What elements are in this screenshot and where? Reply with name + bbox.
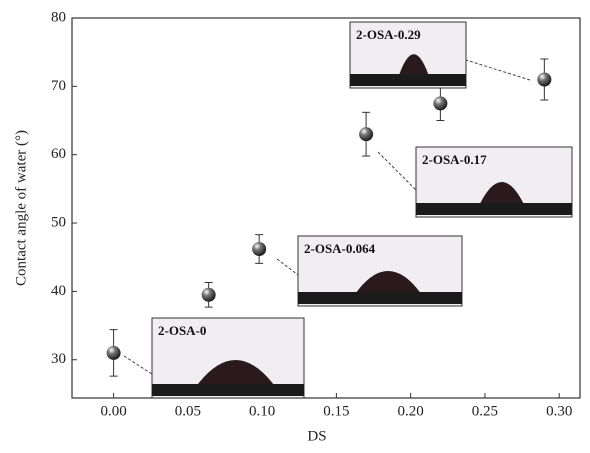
- x-axis-label: DS: [307, 428, 326, 444]
- inset-stage: [416, 203, 572, 215]
- point: [107, 346, 121, 360]
- point: [359, 127, 373, 141]
- chart: DS Contact angle of water (°) 30 40 50 60 70…: [0, 0, 590, 453]
- point: [202, 288, 216, 302]
- y-tick-label: 40: [51, 283, 66, 299]
- inset-label: 2-OSA-0: [158, 323, 206, 338]
- x-tick-label: 0.00: [100, 403, 126, 419]
- inset-stage: [152, 384, 304, 396]
- x-tick-label: 0.10: [249, 403, 275, 419]
- arrow: [378, 152, 416, 190]
- inset-label: 2-OSA-0.29: [356, 27, 421, 42]
- x-tick-label: 0.30: [546, 403, 572, 419]
- point: [537, 73, 551, 87]
- point: [252, 242, 266, 256]
- inset-stage: [298, 292, 462, 304]
- arrow: [124, 356, 155, 376]
- y-tick-label: 30: [51, 351, 66, 367]
- x-tick-label: 0.20: [398, 403, 424, 419]
- inset-stage: [350, 74, 466, 86]
- y-tick-label: 80: [51, 9, 66, 25]
- arrow: [277, 259, 298, 275]
- inset-label: 2-OSA-0.064: [304, 241, 376, 256]
- inset-label: 2-OSA-0.17: [422, 152, 487, 167]
- point: [433, 96, 447, 110]
- x-tick-label: 0.25: [472, 403, 498, 419]
- y-axis-label: Contact angle of water (°): [13, 130, 29, 286]
- y-tick-label: 50: [51, 214, 66, 230]
- y-tick-label: 60: [51, 146, 66, 162]
- x-tick-label: 0.15: [323, 403, 349, 419]
- y-tick-label: 70: [51, 78, 66, 94]
- x-tick-label: 0.05: [175, 403, 201, 419]
- arrow: [466, 60, 530, 80]
